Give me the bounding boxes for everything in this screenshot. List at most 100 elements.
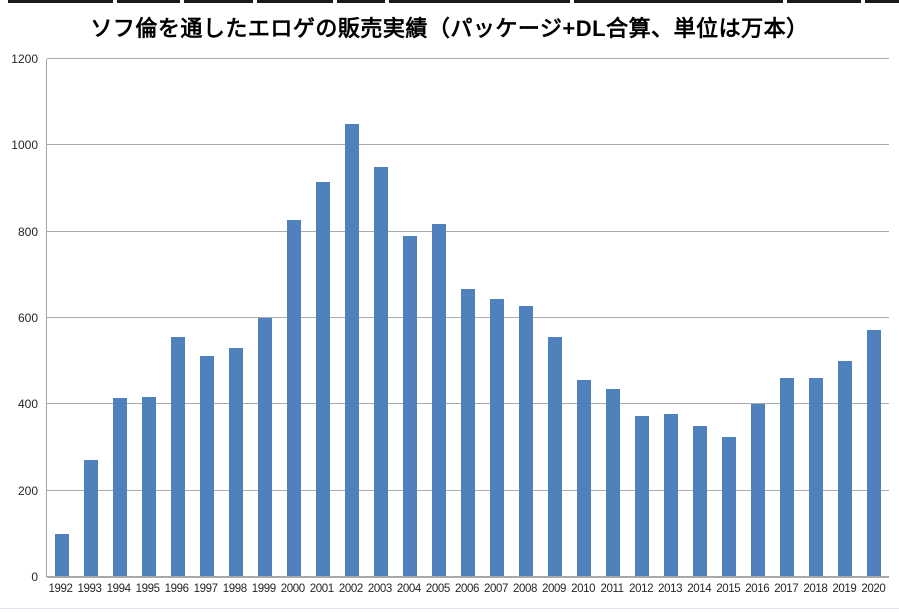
- x-tick-label-1999: 1999: [251, 583, 276, 595]
- bottom-rule: [0, 608, 899, 609]
- x-tick-label-1998: 1998: [222, 583, 247, 595]
- bar-slot-2017: [773, 59, 802, 577]
- x-tick-label-2017: 2017: [774, 583, 799, 595]
- bar-slot-2006: [453, 59, 482, 577]
- bar-2018: [809, 377, 824, 577]
- bar-slot-2001: [308, 59, 337, 577]
- y-tick-label-600: 600: [17, 311, 38, 325]
- top-strip-notch: [385, 0, 389, 3]
- bar-2008: [519, 306, 534, 577]
- bar-2002: [344, 123, 359, 577]
- bar-slot-2004: [395, 59, 424, 577]
- bar-slot-2002: [337, 59, 366, 577]
- bar-1996: [170, 336, 185, 577]
- bar-2010: [577, 380, 592, 577]
- bar-slot-1995: [134, 59, 163, 577]
- top-strip-notch: [783, 0, 787, 3]
- bar-2003: [373, 166, 388, 577]
- bar-slot-1997: [192, 59, 221, 577]
- bar-slot-1992: [47, 59, 76, 577]
- x-tick-label-1994: 1994: [106, 583, 131, 595]
- bar-2007: [489, 298, 504, 577]
- bar-slot-2012: [628, 59, 657, 577]
- x-tick-label-2008: 2008: [513, 583, 537, 595]
- x-axis-line: [47, 576, 889, 577]
- x-tick-label-2018: 2018: [803, 583, 828, 595]
- bar-2014: [693, 425, 708, 577]
- bar-1992: [54, 533, 69, 577]
- bar-1993: [83, 460, 98, 577]
- bar-slot-1999: [250, 59, 279, 577]
- x-tick-label-1992: 1992: [48, 583, 73, 595]
- gridline-1200: [47, 58, 889, 59]
- x-tick-label-2014: 2014: [687, 583, 712, 595]
- top-strip-notch: [333, 0, 337, 3]
- bar-slot-2011: [599, 59, 628, 577]
- bar-1999: [257, 318, 272, 577]
- bar-slot-2013: [657, 59, 686, 577]
- x-tick-label-2009: 2009: [542, 583, 567, 595]
- bar-slot-2016: [744, 59, 773, 577]
- x-tick-label-2013: 2013: [658, 583, 683, 595]
- bar-2006: [460, 288, 475, 577]
- bar-2000: [286, 219, 301, 577]
- x-tick-label-1993: 1993: [77, 583, 102, 595]
- bar-1997: [199, 356, 214, 577]
- x-tick-label-2011: 2011: [600, 583, 625, 595]
- x-tick-label-1996: 1996: [164, 583, 189, 595]
- gridline-800: [47, 230, 889, 232]
- bar-1998: [228, 348, 243, 577]
- x-tick-label-2012: 2012: [629, 583, 654, 595]
- y-tick-label-1000: 1000: [11, 138, 38, 153]
- bar-2005: [431, 223, 446, 577]
- bar-slot-2003: [366, 59, 395, 577]
- bar-2011: [606, 389, 621, 577]
- bar-slot-2000: [279, 59, 308, 577]
- bar-2012: [635, 416, 650, 577]
- x-tick-label-2006: 2006: [454, 583, 479, 595]
- x-tick-label-2000: 2000: [280, 583, 305, 595]
- bar-slot-2020: [860, 59, 889, 577]
- plot-area: [46, 58, 889, 578]
- bar-slot-1994: [105, 59, 134, 577]
- y-tick-label-200: 200: [17, 483, 38, 498]
- bar-2020: [867, 330, 882, 577]
- y-tick-label-1200: 1200: [11, 52, 38, 66]
- bar-slot-2007: [482, 59, 511, 577]
- x-tick-label-2007: 2007: [483, 583, 508, 595]
- bar-2019: [838, 361, 853, 577]
- bar-slot-1993: [76, 59, 105, 577]
- bar-slot-2018: [802, 59, 831, 577]
- bar-slot-2008: [512, 59, 541, 577]
- x-tick-label-1997: 1997: [193, 583, 218, 595]
- top-strip-notch: [113, 0, 117, 3]
- x-tick-label-2015: 2015: [716, 583, 741, 595]
- x-tick-label-2019: 2019: [832, 583, 857, 595]
- x-tick-label-2016: 2016: [745, 583, 770, 595]
- top-strip-notch: [253, 0, 257, 3]
- x-tick-label-2002: 2002: [338, 583, 363, 595]
- bar-series: [47, 59, 889, 577]
- bar-1995: [141, 397, 156, 577]
- top-strip-notch: [570, 0, 574, 3]
- bar-2017: [780, 377, 795, 577]
- chart-title: ソフ倫を通したエロゲの販売実績（パッケージ+DL合算、単位は万本）: [90, 16, 809, 41]
- bar-2016: [751, 404, 766, 577]
- bar-slot-2010: [570, 59, 599, 577]
- bar-2013: [664, 413, 679, 577]
- y-tick-label-400: 400: [17, 397, 38, 412]
- x-tick-label-2020: 2020: [861, 583, 886, 595]
- y-axis: 0 200 400 600 800 1000 1200: [0, 52, 38, 584]
- bar-2004: [402, 235, 417, 577]
- bar-slot-2019: [831, 59, 860, 577]
- bar-2001: [315, 181, 330, 577]
- x-tick-label-2003: 2003: [367, 583, 392, 595]
- x-tick-label-2001: 2001: [309, 583, 334, 595]
- top-strip-notch: [180, 0, 184, 3]
- bar-2015: [722, 436, 737, 577]
- x-tick-label-2010: 2010: [571, 583, 596, 595]
- bar-2009: [548, 336, 563, 577]
- x-tick-label-1995: 1995: [135, 583, 160, 595]
- bar-slot-2015: [715, 59, 744, 577]
- bar-slot-1998: [221, 59, 250, 577]
